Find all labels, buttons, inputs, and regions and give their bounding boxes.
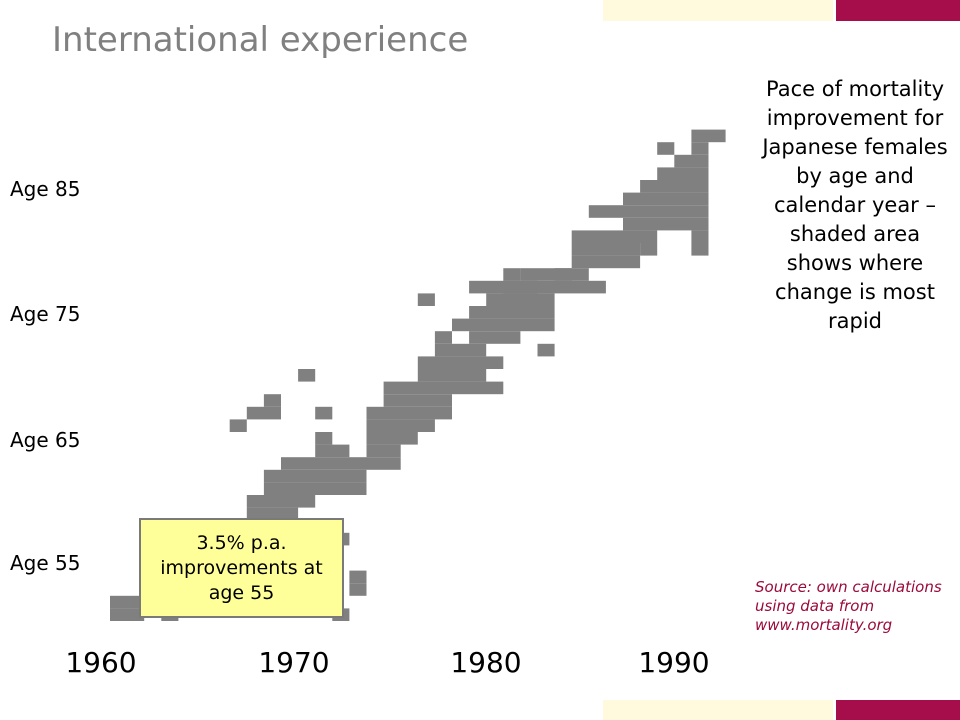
- heatmap-cell: [383, 394, 452, 407]
- heatmap-cell: [657, 167, 709, 180]
- callout-text: 3.5% p.a. improvements at age 55: [160, 531, 323, 604]
- heatmap-cell: [229, 419, 247, 432]
- x-tick-label: 1970: [258, 646, 330, 679]
- x-tick-label: 1990: [638, 646, 710, 679]
- heatmap-cell: [623, 217, 709, 231]
- heatmap-cell: [246, 406, 281, 420]
- callout-box: 3.5% p.a. improvements at age 55: [139, 518, 344, 618]
- heatmap-cell: [263, 394, 281, 407]
- heatmap-cell: [571, 230, 658, 243]
- slide-title: International experience: [52, 20, 469, 60]
- heatmap-cell: [263, 482, 367, 495]
- cream-accent-bar-top: [603, 0, 833, 21]
- heatmap-cell: [691, 243, 709, 256]
- heatmap-cell: [298, 369, 316, 382]
- heatmap-cell: [623, 192, 709, 206]
- heatmap-cell: [640, 243, 658, 256]
- y-tick-label: Age 85: [10, 177, 81, 201]
- heatmap-cell: [469, 331, 521, 344]
- heatmap-cell: [537, 343, 555, 357]
- heatmap-cell: [110, 608, 145, 621]
- y-tick-label: Age 75: [10, 302, 81, 326]
- heatmap-cell: [263, 469, 367, 483]
- heatmap-cell: [366, 457, 401, 470]
- heatmap-cell: [588, 205, 709, 218]
- source-note: Source: own calculations using data from…: [755, 578, 942, 634]
- chart-description: Pace of mortality improvement for Japane…: [762, 77, 948, 333]
- heatmap-cell: [674, 154, 709, 168]
- heatmap-cell: [315, 432, 333, 445]
- cream-accent-bar-bottom: [603, 700, 833, 720]
- heatmap-cell: [383, 381, 504, 395]
- heatmap-cell: [246, 507, 299, 521]
- heatmap-cell: [434, 343, 487, 357]
- heatmap-cell: [486, 293, 555, 306]
- heatmap-cell: [503, 268, 521, 281]
- heatmap-cell: [571, 243, 641, 256]
- heatmap-cell: [349, 583, 367, 596]
- heatmap-cell: [417, 293, 435, 306]
- heatmap-cell: [349, 570, 367, 584]
- x-tick-label: 1980: [450, 646, 522, 679]
- heatmap-cell: [640, 180, 709, 193]
- heatmap-cell: [434, 331, 452, 344]
- heatmap-cell: [469, 306, 555, 319]
- heatmap-cell: [281, 457, 367, 470]
- y-tick-label: Age 65: [10, 428, 81, 452]
- heatmap-cell: [366, 432, 418, 445]
- y-tick-label: Age 55: [10, 551, 81, 575]
- heatmap-cell: [366, 406, 452, 420]
- heatmap-cell: [691, 230, 709, 243]
- heatmap-cell: [366, 419, 435, 432]
- heatmap-cell: [315, 444, 350, 458]
- x-tick-label: 1960: [65, 646, 137, 679]
- crimson-accent-bar-top: [836, 0, 960, 21]
- heatmap-cell: [520, 268, 589, 281]
- heatmap-cell: [691, 129, 726, 143]
- crimson-accent-bar-bottom: [836, 700, 960, 720]
- heatmap-cell: [417, 369, 487, 382]
- heatmap-cell: [246, 495, 316, 508]
- heatmap-cell: [417, 356, 504, 369]
- heatmap-cell: [503, 280, 606, 294]
- heatmap-cell: [571, 255, 641, 269]
- heatmap-cell: [452, 318, 555, 332]
- heatmap-cell: [366, 444, 401, 458]
- heatmap-cell: [657, 142, 675, 155]
- heatmap-cell: [315, 406, 333, 420]
- heatmap-cell: [691, 142, 709, 155]
